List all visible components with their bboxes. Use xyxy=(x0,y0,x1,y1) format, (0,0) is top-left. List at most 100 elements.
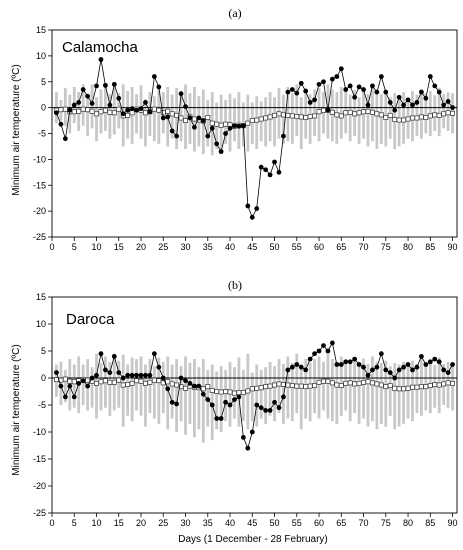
observed-point xyxy=(285,367,291,373)
mean-point xyxy=(352,111,358,117)
panel-b-site-name: Daroca xyxy=(66,311,115,328)
observed-point xyxy=(374,364,380,370)
x-tick-label: 60 xyxy=(314,518,324,528)
range-bar xyxy=(201,359,205,443)
range-bar xyxy=(366,363,370,427)
y-tick-label: 0 xyxy=(41,373,46,383)
observed-point xyxy=(147,372,153,378)
observed-point xyxy=(254,206,260,211)
mean-point xyxy=(272,382,277,388)
mean-point xyxy=(183,385,188,391)
range-bar xyxy=(197,367,201,430)
range-bar xyxy=(161,361,165,414)
x-tick-label: 40 xyxy=(225,518,235,528)
range-bar xyxy=(273,97,276,147)
observed-point xyxy=(147,109,153,115)
x-tick-label: 20 xyxy=(136,518,146,528)
mean-point xyxy=(334,382,340,388)
range-bar xyxy=(308,362,312,422)
mean-point xyxy=(138,378,144,384)
mean-point xyxy=(174,112,180,118)
y-tick-label: 5 xyxy=(41,346,46,356)
mean-point xyxy=(85,107,91,113)
mean-point xyxy=(107,109,113,115)
mean-point xyxy=(85,377,91,383)
mean-point xyxy=(223,389,229,394)
range-bar xyxy=(108,94,112,139)
x-tick-label: 55 xyxy=(292,242,302,252)
observed-point xyxy=(196,383,202,389)
observed-point xyxy=(276,169,282,175)
observed-point xyxy=(418,354,424,359)
range-bar xyxy=(313,89,316,137)
observed-point xyxy=(209,125,215,131)
range-bar xyxy=(255,364,259,427)
x-tick-label: 85 xyxy=(425,518,435,528)
x-tick-label: 15 xyxy=(114,518,124,528)
range-bar xyxy=(348,94,352,142)
observed-point xyxy=(267,408,273,413)
range-bar xyxy=(308,94,312,144)
observed-point xyxy=(165,386,171,392)
mean-point xyxy=(218,389,224,395)
mean-point xyxy=(67,378,73,384)
mean-point xyxy=(365,108,371,114)
range-bar xyxy=(126,364,130,416)
x-tick-label: 70 xyxy=(359,242,369,252)
mean-point xyxy=(285,382,291,388)
mean-point xyxy=(325,378,331,384)
observed-point xyxy=(272,399,277,405)
observed-point xyxy=(436,359,442,365)
mean-point xyxy=(312,383,318,389)
observed-point xyxy=(169,128,175,134)
mean-point xyxy=(418,114,424,120)
observed-point xyxy=(312,351,317,357)
mean-point xyxy=(267,383,273,389)
observed-point xyxy=(312,97,317,103)
range-bar xyxy=(166,356,170,430)
mean-point xyxy=(71,109,77,115)
range-bar xyxy=(86,98,90,137)
observed-point xyxy=(303,367,309,373)
mean-point xyxy=(165,379,171,385)
observed-point xyxy=(423,95,429,101)
range-bar xyxy=(406,366,410,419)
mean-point xyxy=(432,382,438,387)
mean-point xyxy=(147,379,153,385)
observed-point xyxy=(383,367,389,373)
mean-point xyxy=(401,117,407,123)
range-bar xyxy=(415,94,419,137)
y-tick-label: -20 xyxy=(33,481,46,491)
range-bar xyxy=(317,87,321,142)
observed-point xyxy=(361,87,366,92)
x-tick-label: 90 xyxy=(448,242,458,252)
mean-point xyxy=(343,110,349,116)
mean-point xyxy=(441,381,447,387)
mean-point xyxy=(307,383,313,389)
observed-point xyxy=(374,89,380,95)
mean-point xyxy=(240,390,246,396)
observed-point xyxy=(183,378,188,384)
y-tick-label: -25 xyxy=(33,232,46,242)
range-bar xyxy=(179,366,183,422)
mean-point xyxy=(414,384,420,390)
observed-point xyxy=(58,121,64,127)
mean-point xyxy=(298,383,304,389)
range-bar xyxy=(375,92,379,150)
range-bar xyxy=(237,92,241,150)
observed-point xyxy=(370,83,375,89)
observed-point xyxy=(281,394,286,400)
range-bar xyxy=(255,96,259,150)
observed-point xyxy=(107,102,113,108)
observed-point xyxy=(307,100,313,105)
observed-point xyxy=(111,354,117,359)
observed-point xyxy=(410,367,415,373)
range-bar xyxy=(388,97,392,139)
observed-point xyxy=(321,343,326,348)
mean-point xyxy=(356,110,362,116)
observed-point xyxy=(178,375,184,381)
observed-point xyxy=(378,351,384,357)
range-bar xyxy=(264,97,268,147)
mean-point xyxy=(450,110,455,116)
observed-point xyxy=(76,100,82,105)
